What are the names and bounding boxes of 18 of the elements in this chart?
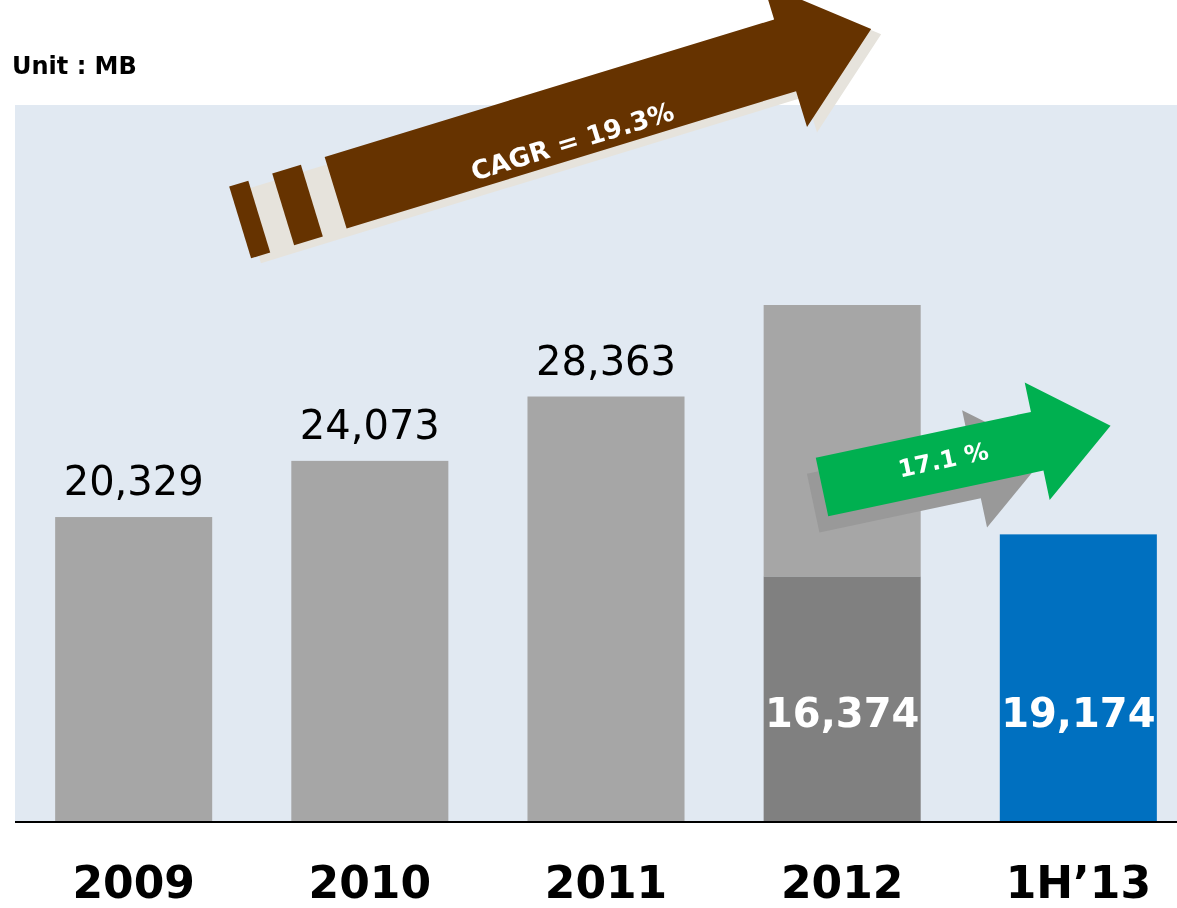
bar bbox=[527, 396, 685, 822]
x-tick-label: 2010 bbox=[308, 857, 432, 908]
x-tick-label: 2009 bbox=[72, 857, 195, 908]
x-tick-label: 2012 bbox=[780, 857, 904, 908]
bar bbox=[763, 576, 921, 822]
annotation: 17.1 % bbox=[895, 436, 992, 484]
x-tick-label: 2011 bbox=[544, 857, 668, 908]
data-label: 16,374 bbox=[764, 690, 920, 736]
data-label: 24,073 bbox=[299, 401, 440, 448]
data-label: 20,329 bbox=[63, 458, 204, 505]
data-label: 19,174 bbox=[1001, 690, 1156, 736]
bar bbox=[291, 460, 449, 822]
text: Unit : MB bbox=[12, 52, 137, 80]
text: CAGR = 19.3% bbox=[467, 96, 678, 187]
x-tick-label: 1H’13 bbox=[1005, 857, 1152, 908]
bar bbox=[55, 517, 213, 822]
bar bbox=[999, 534, 1157, 822]
data-label: 28,363 bbox=[536, 337, 676, 384]
